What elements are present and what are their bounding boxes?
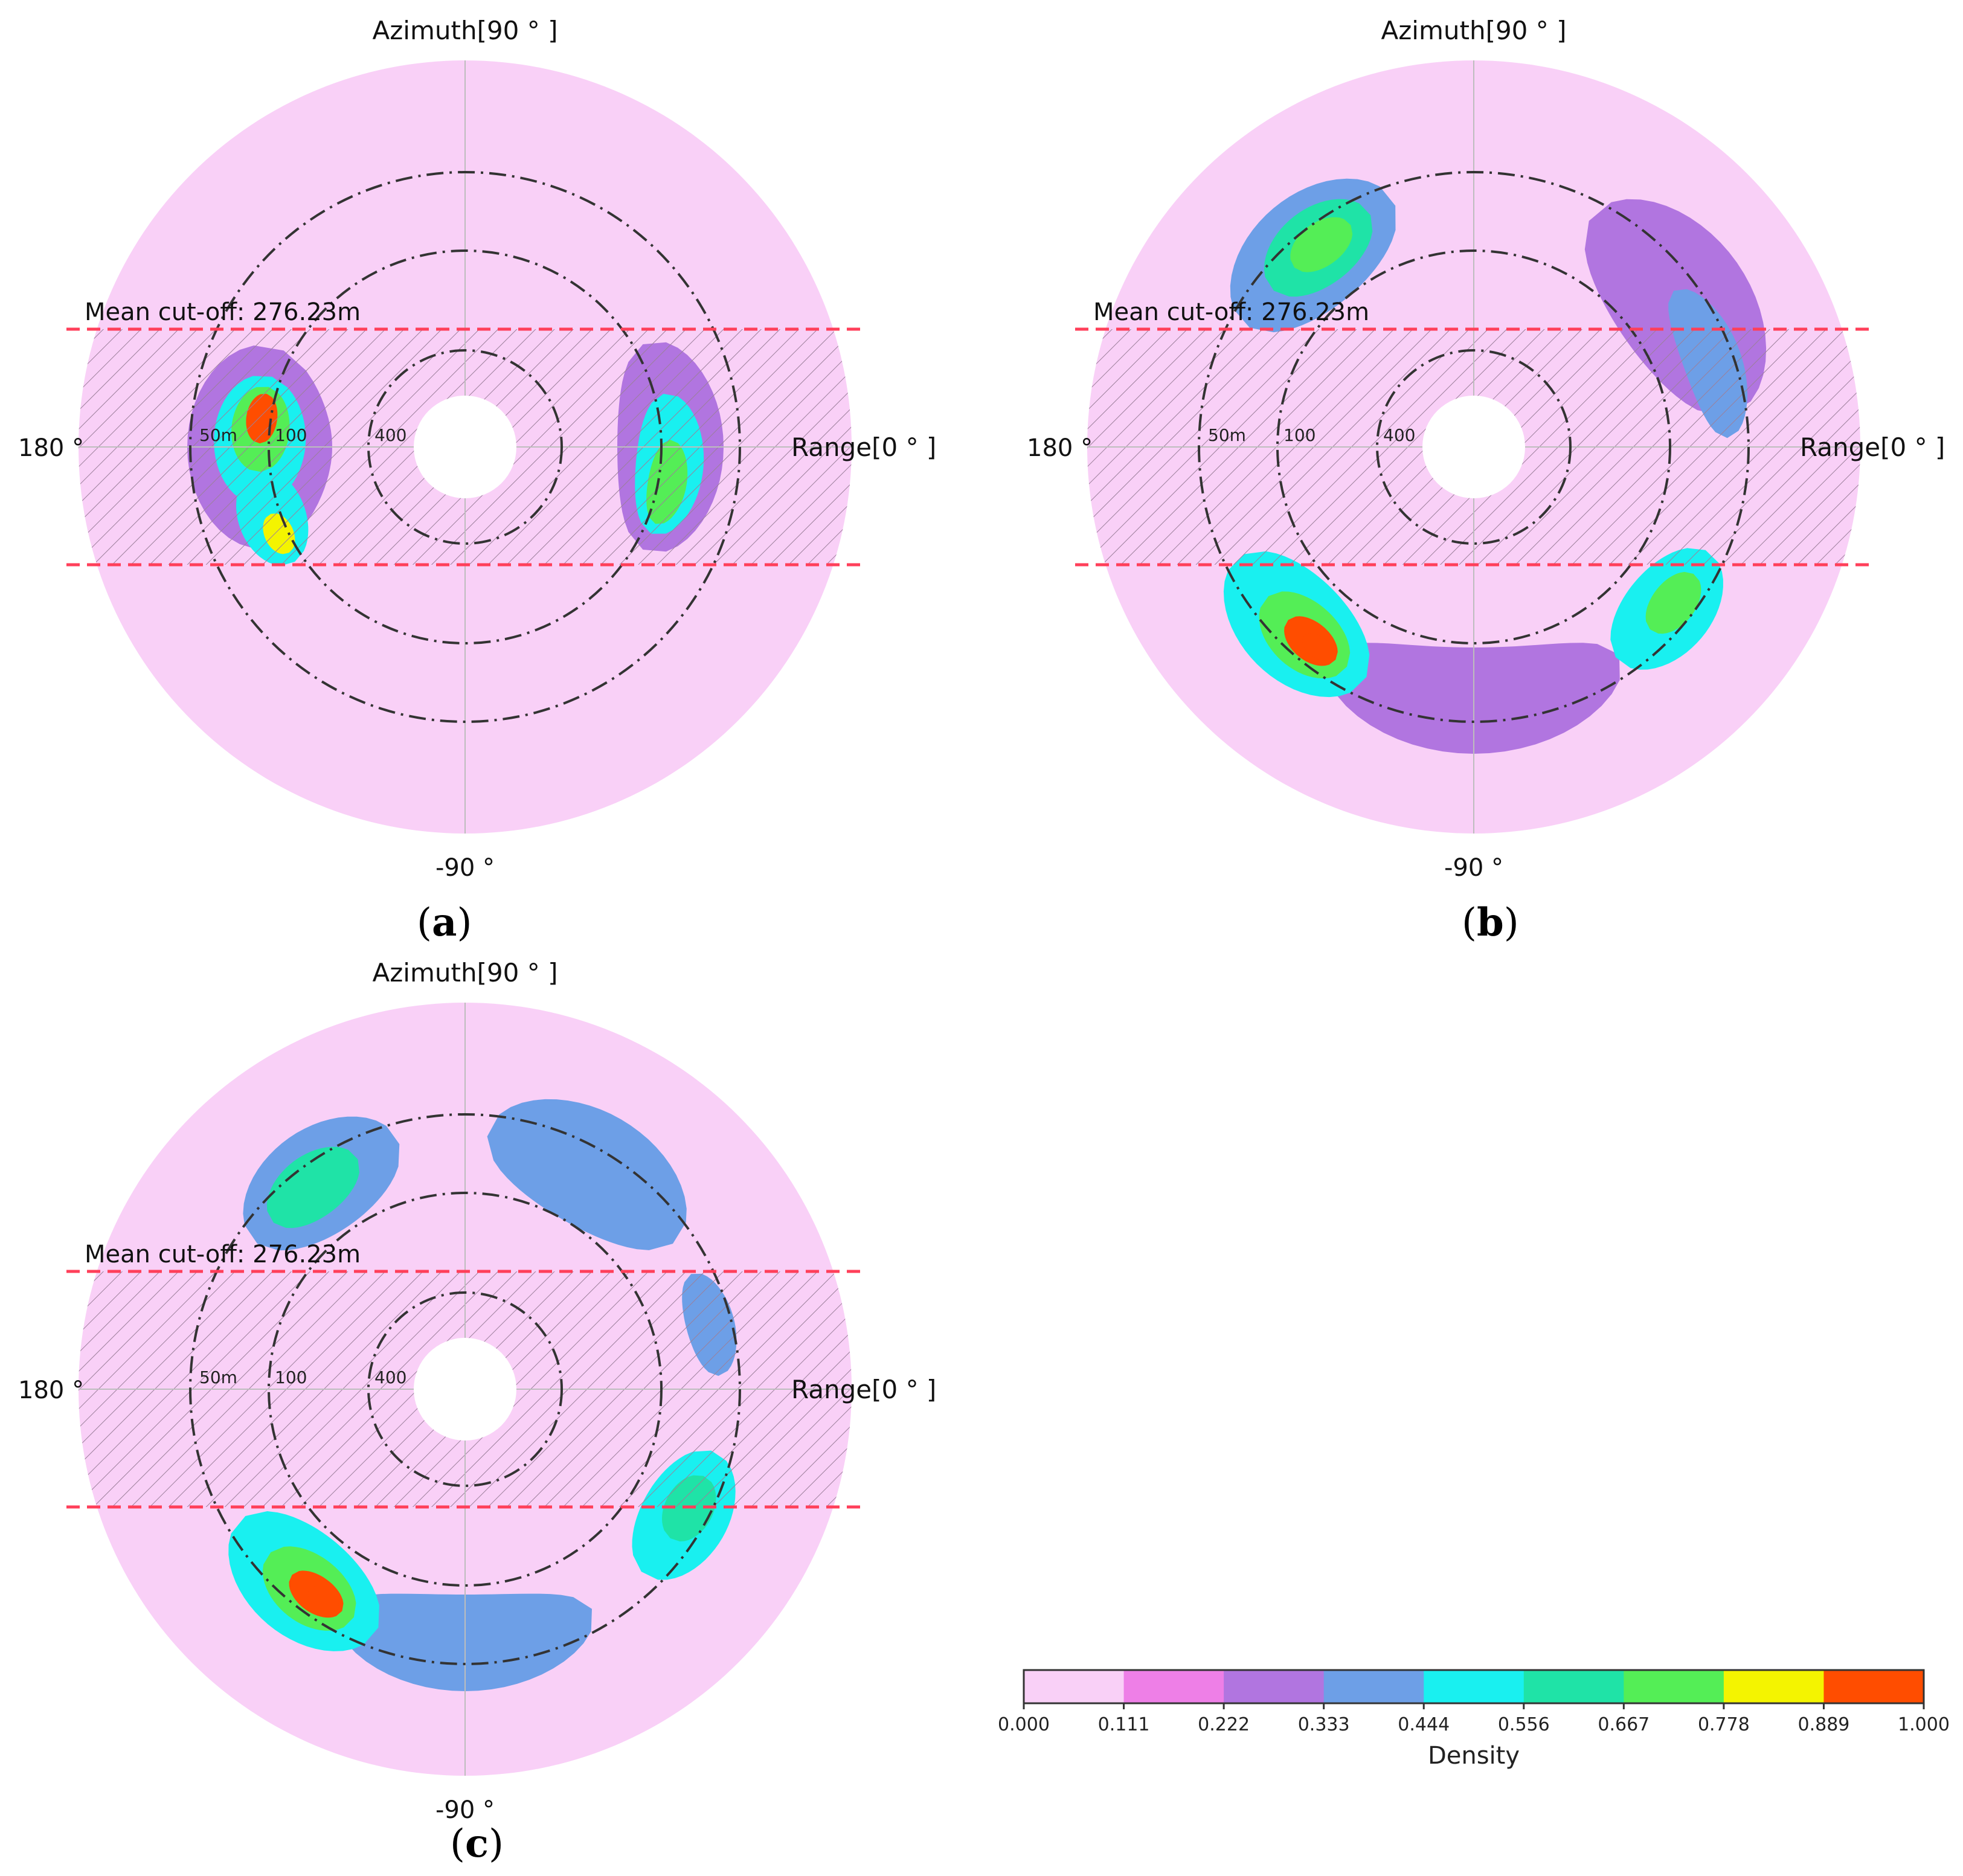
center-hole: [414, 396, 516, 498]
center-hole: [1422, 396, 1525, 498]
colorbar-swatch: [1323, 1670, 1424, 1703]
colorbar-swatch: [1024, 1670, 1125, 1703]
colorbar-tick: 0.889: [1798, 1714, 1849, 1735]
colorbar-tick: 0.000: [998, 1714, 1050, 1735]
cutoff-label: Mean cut-off: 276.23m: [85, 1241, 361, 1268]
colorbar-swatch: [1723, 1670, 1824, 1703]
ring-label: 400: [374, 1367, 406, 1387]
west-label: 180 °: [18, 1376, 84, 1404]
colorbar-tick: 0.222: [1198, 1714, 1250, 1735]
south-label: -90 °: [435, 854, 495, 882]
north-label: Azimuth[90 ° ]: [373, 16, 558, 45]
colorbar: 0.000 0.111 0.222 0.333 0.444 0.556 0.667 0.778…: [997, 1655, 1963, 1778]
density-contour: [307, 1586, 339, 1613]
east-label: Range[0 ° ]: [1800, 432, 1945, 462]
ring-label: 50m: [199, 1367, 237, 1387]
density-contour: [1645, 571, 1701, 634]
range-ring: [189, 1113, 741, 1665]
colorbar-tick: 0.111: [1098, 1714, 1150, 1735]
colorbar-tick: 0.556: [1498, 1714, 1550, 1735]
colorbar-swatch: [1123, 1670, 1224, 1703]
colorbar-swatch: [1624, 1670, 1724, 1703]
cutoff-label: Mean cut-off: 276.23m: [1093, 298, 1369, 326]
colorbar-tick: 0.333: [1298, 1714, 1350, 1735]
polar-plot-a: Azimuth[90 ° ] Range[0 ° ] 180 ° -90 ° Mean …: [18, 16, 936, 882]
colorbar-tick: 0.667: [1598, 1714, 1650, 1735]
polar-plot-c: Azimuth[90 ° ] Range[0 ° ] 180 ° -90 ° Mean …: [18, 958, 936, 1824]
colorbar-tick: 0.444: [1398, 1714, 1450, 1735]
panel-label-b: (b): [1462, 900, 1519, 945]
ring-label: 50m: [1208, 425, 1246, 445]
south-label: -90 °: [435, 1796, 495, 1824]
ring-label: 400: [374, 425, 406, 445]
range-ring: [268, 249, 663, 644]
ring-label: 100: [1284, 425, 1316, 445]
west-label: 180 °: [18, 434, 84, 462]
east-label: Range[0 ° ]: [791, 1375, 936, 1404]
panel-label-c: (c): [450, 1821, 504, 1866]
density-contour: [1302, 633, 1334, 661]
range-ring: [367, 1291, 563, 1487]
west-label: 180 °: [1027, 434, 1093, 462]
colorbar-frame: [1023, 1669, 1925, 1704]
range-ring: [1198, 171, 1750, 723]
polar-plot-b: Azimuth[90 ° ] Range[0 ° ] 180 ° -90 ° Mean …: [1027, 16, 1945, 882]
panel-a: Azimuth[90 ° ] Range[0 ° ] 180 ° -90 ° Mean …: [0, 0, 966, 945]
north-label: Azimuth[90 ° ]: [1381, 16, 1567, 45]
colorbar-tick: 0.778: [1698, 1714, 1750, 1735]
range-ring: [1276, 249, 1671, 644]
range-ring: [1376, 349, 1572, 545]
colorbar-swatch: [1424, 1670, 1524, 1703]
ring-label: 400: [1383, 425, 1415, 445]
colorbar-swatch: [1224, 1670, 1325, 1703]
density-contour: [487, 1099, 687, 1250]
north-label: Azimuth[90 ° ]: [373, 958, 558, 988]
south-label: -90 °: [1444, 854, 1503, 882]
density-contour: [1290, 217, 1353, 272]
colorbar-swatch: [1523, 1670, 1624, 1703]
east-label: Range[0 ° ]: [791, 432, 936, 462]
density-contour: [266, 1146, 359, 1229]
cutoff-label: Mean cut-off: 276.23m: [85, 298, 361, 326]
colorbar-tick: 1.000: [1898, 1714, 1950, 1735]
panel-label-a: (a): [417, 900, 472, 945]
colorbar-title: Density: [1428, 1742, 1520, 1770]
range-ring: [367, 349, 563, 545]
colorbar-svg: 0.000 0.111 0.222 0.333 0.444 0.556 0.667 0.778…: [998, 1669, 1950, 1770]
colorbar-swatch: [1823, 1670, 1924, 1703]
ring-label: 100: [275, 1367, 307, 1387]
ring-label: 50m: [199, 425, 237, 445]
panel-c: Azimuth[90 ° ] Range[0 ° ] 180 ° -90 ° Mean …: [0, 942, 966, 1866]
ring-label: 100: [275, 425, 307, 445]
center-hole: [414, 1338, 516, 1441]
range-ring: [268, 1192, 663, 1587]
range-ring: [189, 171, 741, 723]
panel-b: Azimuth[90 ° ] Range[0 ° ] 180 ° -90 ° Mean …: [1009, 0, 1963, 945]
